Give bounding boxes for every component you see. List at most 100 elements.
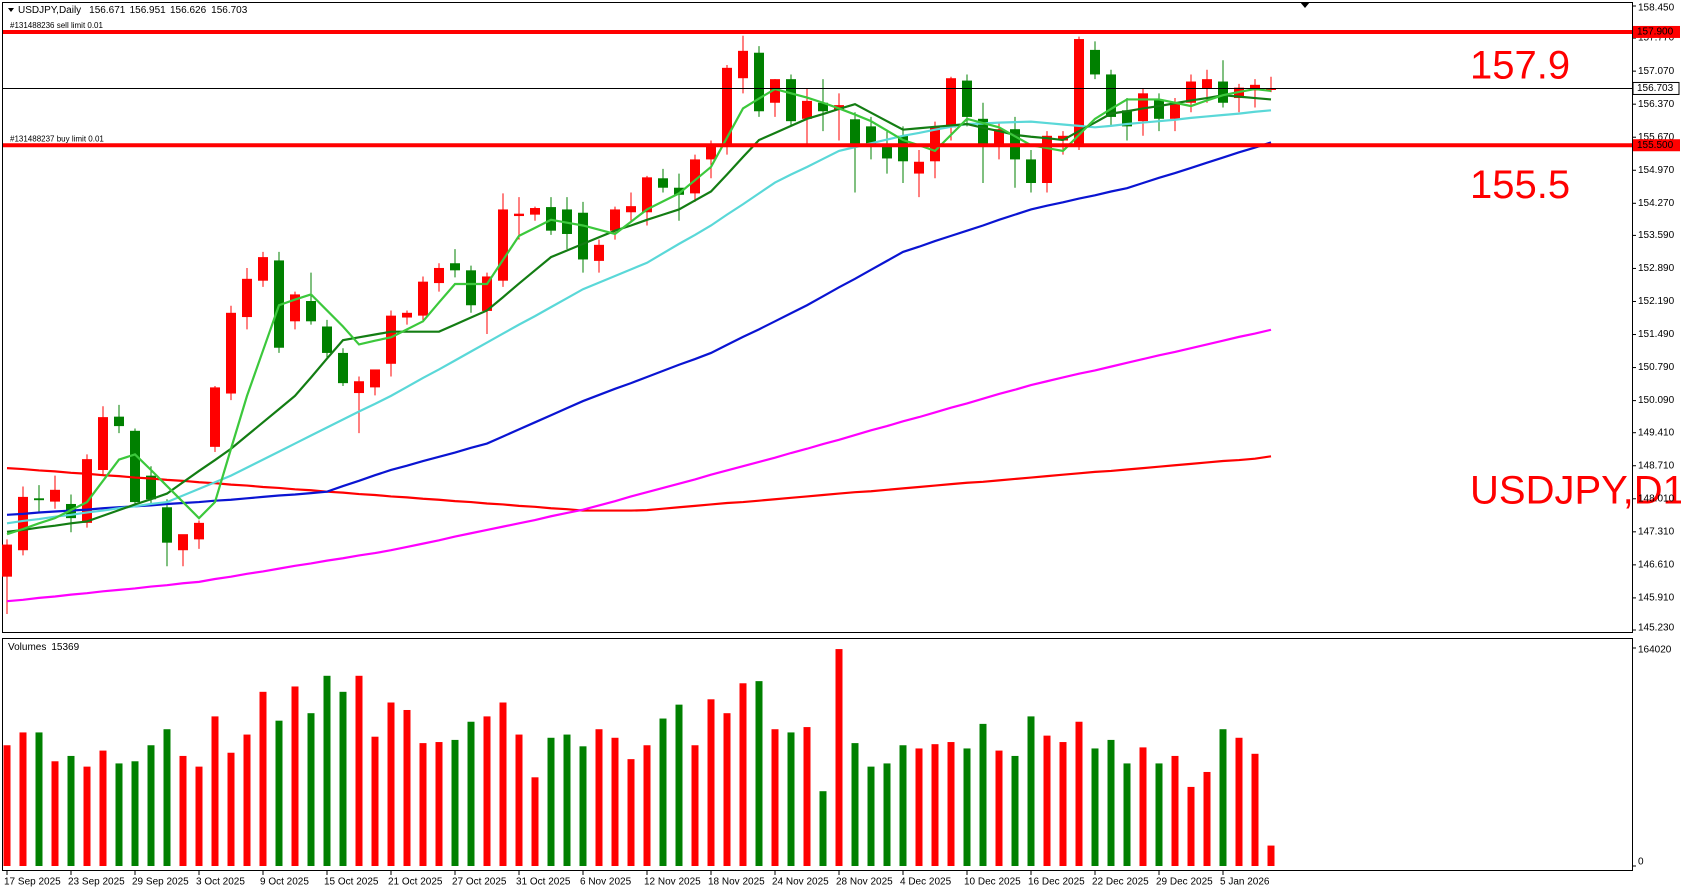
volume-bar xyxy=(499,702,507,866)
candle-body xyxy=(258,257,268,281)
volume-bar xyxy=(851,743,859,866)
x-tick-label: 28 Nov 2025 xyxy=(836,877,893,888)
candle-body xyxy=(466,270,476,306)
x-tick-label: 16 Dec 2025 xyxy=(1028,877,1085,888)
candle-body xyxy=(866,126,876,146)
x-tick-label: 22 Dec 2025 xyxy=(1092,877,1149,888)
volume-bar xyxy=(1043,735,1051,866)
volume-bar xyxy=(131,761,139,866)
y-tick-label: 150.790 xyxy=(1638,362,1675,373)
x-tick-label: 3 Oct 2025 xyxy=(196,877,245,888)
open-price: 156.671 xyxy=(89,5,126,16)
high-price: 156.951 xyxy=(130,5,167,16)
volume-bar xyxy=(707,699,715,866)
volume-bar xyxy=(1219,729,1227,866)
y-tick-label: 148.710 xyxy=(1638,460,1675,471)
x-tick-label: 12 Nov 2025 xyxy=(644,877,701,888)
volume-bar xyxy=(1059,742,1067,866)
volume-bar xyxy=(947,742,955,866)
x-tick-label: 29 Dec 2025 xyxy=(1156,877,1213,888)
volume-bar xyxy=(1203,771,1211,866)
volume-bar xyxy=(979,723,987,866)
volume-bar xyxy=(1075,721,1083,866)
moving-average xyxy=(6,87,1272,536)
volume-tick-label: 0 xyxy=(1638,857,1644,868)
x-tick-label: 5 Jan 2026 xyxy=(1220,877,1270,888)
volume-bar xyxy=(179,755,187,866)
candle-body xyxy=(1202,79,1212,89)
close-price: 156.703 xyxy=(211,5,248,16)
x-tick-label: 9 Oct 2025 xyxy=(260,877,309,888)
candle-body xyxy=(386,315,396,364)
volume-bar xyxy=(339,691,347,866)
volume-bar xyxy=(835,649,843,866)
candle-body xyxy=(658,178,668,188)
volume-bar xyxy=(467,721,475,866)
moving-average xyxy=(6,328,1272,603)
volume-bar xyxy=(419,743,427,866)
candle-body xyxy=(1042,135,1052,184)
y-tick-label: 154.970 xyxy=(1638,165,1675,176)
volume-bar xyxy=(995,750,1003,866)
volume-bar xyxy=(883,763,891,866)
candle-body xyxy=(322,326,332,353)
y-tick-label: 147.310 xyxy=(1638,526,1675,537)
volume-bar xyxy=(115,763,123,866)
candle-body xyxy=(962,80,972,117)
candle-body xyxy=(898,135,908,162)
y-tick-label: 155.670 xyxy=(1638,132,1675,143)
volume-bar xyxy=(627,759,635,866)
y-tick-label: 158.450 xyxy=(1638,3,1675,14)
price-panel-frame xyxy=(2,2,1633,633)
candle-body xyxy=(754,52,764,112)
candle-body xyxy=(130,430,140,503)
x-tick-label: 17 Sep 2025 xyxy=(4,877,61,888)
y-tick-label: 149.410 xyxy=(1638,427,1675,438)
candle-body xyxy=(642,177,652,213)
volume-bar xyxy=(771,729,779,866)
x-tick-label: 15 Oct 2025 xyxy=(324,877,379,888)
candle-body xyxy=(178,534,188,551)
symbol-annotation: USDJPY,D1 xyxy=(1470,469,1681,513)
volume-bar xyxy=(1187,786,1195,866)
volume-bar xyxy=(1171,755,1179,866)
candle-body xyxy=(2,544,12,577)
volume-bar xyxy=(1235,737,1243,866)
volume-bar xyxy=(1123,763,1131,866)
candle-body xyxy=(194,522,204,540)
volume-bar xyxy=(1267,845,1275,866)
volume-bar xyxy=(451,739,459,866)
y-tick-label: 154.270 xyxy=(1638,198,1675,209)
candle-body xyxy=(994,129,1004,146)
candle-body xyxy=(1026,159,1036,184)
volume-bar xyxy=(371,736,379,866)
candle-body xyxy=(738,50,748,79)
candle-body xyxy=(674,187,684,195)
y-tick-label: 152.190 xyxy=(1638,296,1675,307)
volume-bar xyxy=(595,729,603,866)
candle-body xyxy=(50,489,60,502)
candle-body xyxy=(1058,135,1068,141)
y-tick-label: 150.090 xyxy=(1638,395,1675,406)
volume-bar xyxy=(435,742,443,866)
candle-body xyxy=(1122,110,1132,127)
candle-body xyxy=(450,263,460,271)
candle-body xyxy=(306,301,316,322)
x-tick-label: 31 Oct 2025 xyxy=(516,877,571,888)
volume-bar xyxy=(403,709,411,866)
chart-title: USDJPY,Daily xyxy=(18,5,81,16)
candle-body xyxy=(1170,102,1180,119)
volume-bar xyxy=(99,750,107,866)
volume-bar xyxy=(659,718,667,866)
candle-body xyxy=(82,459,92,523)
symbol-menu-icon[interactable] xyxy=(8,8,14,12)
candle-body xyxy=(770,79,780,103)
candle-body xyxy=(482,276,492,311)
candle-body xyxy=(370,369,380,388)
volume-bar xyxy=(291,686,299,866)
current-price-box xyxy=(1632,81,1680,95)
volume-bar xyxy=(323,675,331,866)
x-tick-label: 24 Nov 2025 xyxy=(772,877,829,888)
volume-bar xyxy=(3,745,11,866)
